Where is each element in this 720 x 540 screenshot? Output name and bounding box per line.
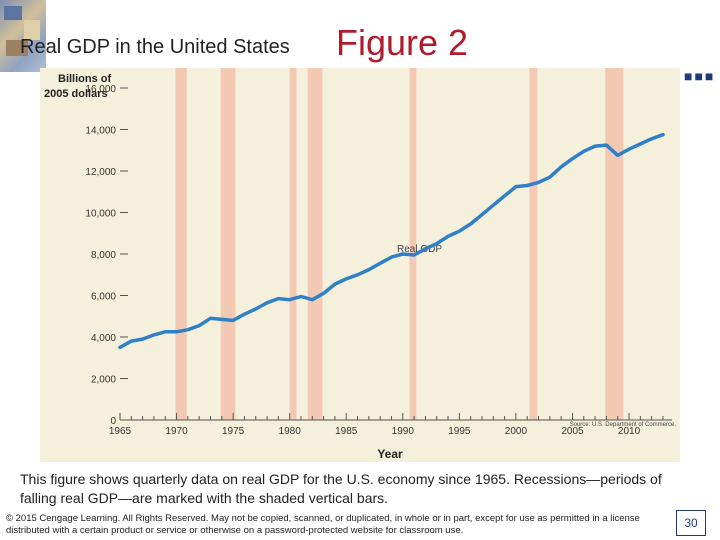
- recession-bar-4: [307, 68, 323, 420]
- chart-svg: 0 2,000 4,000 6,000 8,000 10,000 12,000 14,000 1…: [44, 68, 677, 461]
- x-tick-label: 1970: [165, 426, 188, 437]
- y-tick-label: 2,000: [91, 375, 116, 386]
- x-tick-label: 1990: [392, 426, 415, 437]
- y-tick-label: 4,000: [91, 333, 116, 344]
- slide-subtitle: Real GDP in the United States: [20, 36, 290, 58]
- y-tick-label: 12,000: [85, 167, 116, 178]
- y-axis-label-line2: 2005 dollars: [44, 88, 108, 100]
- x-tick-label: 1995: [448, 426, 471, 437]
- y-axis-label-line1: Billions of: [58, 73, 112, 85]
- y-tick-label: 6,000: [91, 292, 116, 303]
- y-tick-label: 8,000: [91, 250, 116, 261]
- x-tick-label: 1985: [335, 426, 358, 437]
- series-layer: [118, 132, 665, 350]
- y-tick-label: 14,000: [85, 126, 116, 137]
- x-tick-label: 2005: [561, 426, 584, 437]
- recession-bar-6: [529, 68, 538, 420]
- recession-bar-5: [409, 68, 417, 420]
- recession-bar-7: [605, 68, 624, 420]
- slide-title: Figure 2: [336, 22, 469, 63]
- series-line-real-gdp: [118, 132, 665, 350]
- y-tick-label: 10,000: [85, 209, 116, 220]
- gdp-chart: 0 2,000 4,000 6,000 8,000 10,000 12,000 14,000 1…: [40, 68, 680, 462]
- series-label: Real GDP: [397, 244, 442, 255]
- y-tick-label: 0: [110, 416, 116, 427]
- x-axis-label: Year: [377, 447, 403, 461]
- axes: 0 2,000 4,000 6,000 8,000 10,000 12,000 14,000 1…: [85, 84, 672, 437]
- x-tick-label: 1980: [279, 426, 302, 437]
- recession-bar-3: [289, 68, 297, 420]
- x-tick-label: 2010: [618, 426, 641, 437]
- decorative-dots: ■■■: [684, 68, 716, 84]
- figure-caption: This figure shows quarterly data on real…: [20, 471, 662, 506]
- recession-bar-1: [175, 68, 187, 420]
- source-note: Source: U.S. Department of Commerce.: [570, 422, 677, 428]
- x-tick-label: 2000: [505, 426, 528, 437]
- recession-bar-2: [220, 68, 236, 420]
- copyright-notice: © 2015 Cengage Learning. All Rights Rese…: [6, 513, 640, 536]
- x-tick-label: 1975: [222, 426, 245, 437]
- x-tick-label: 1965: [109, 426, 132, 437]
- page-number: 30: [676, 510, 706, 536]
- y-tick-label: 16,000: [85, 84, 116, 95]
- decorative-photo: [0, 0, 46, 72]
